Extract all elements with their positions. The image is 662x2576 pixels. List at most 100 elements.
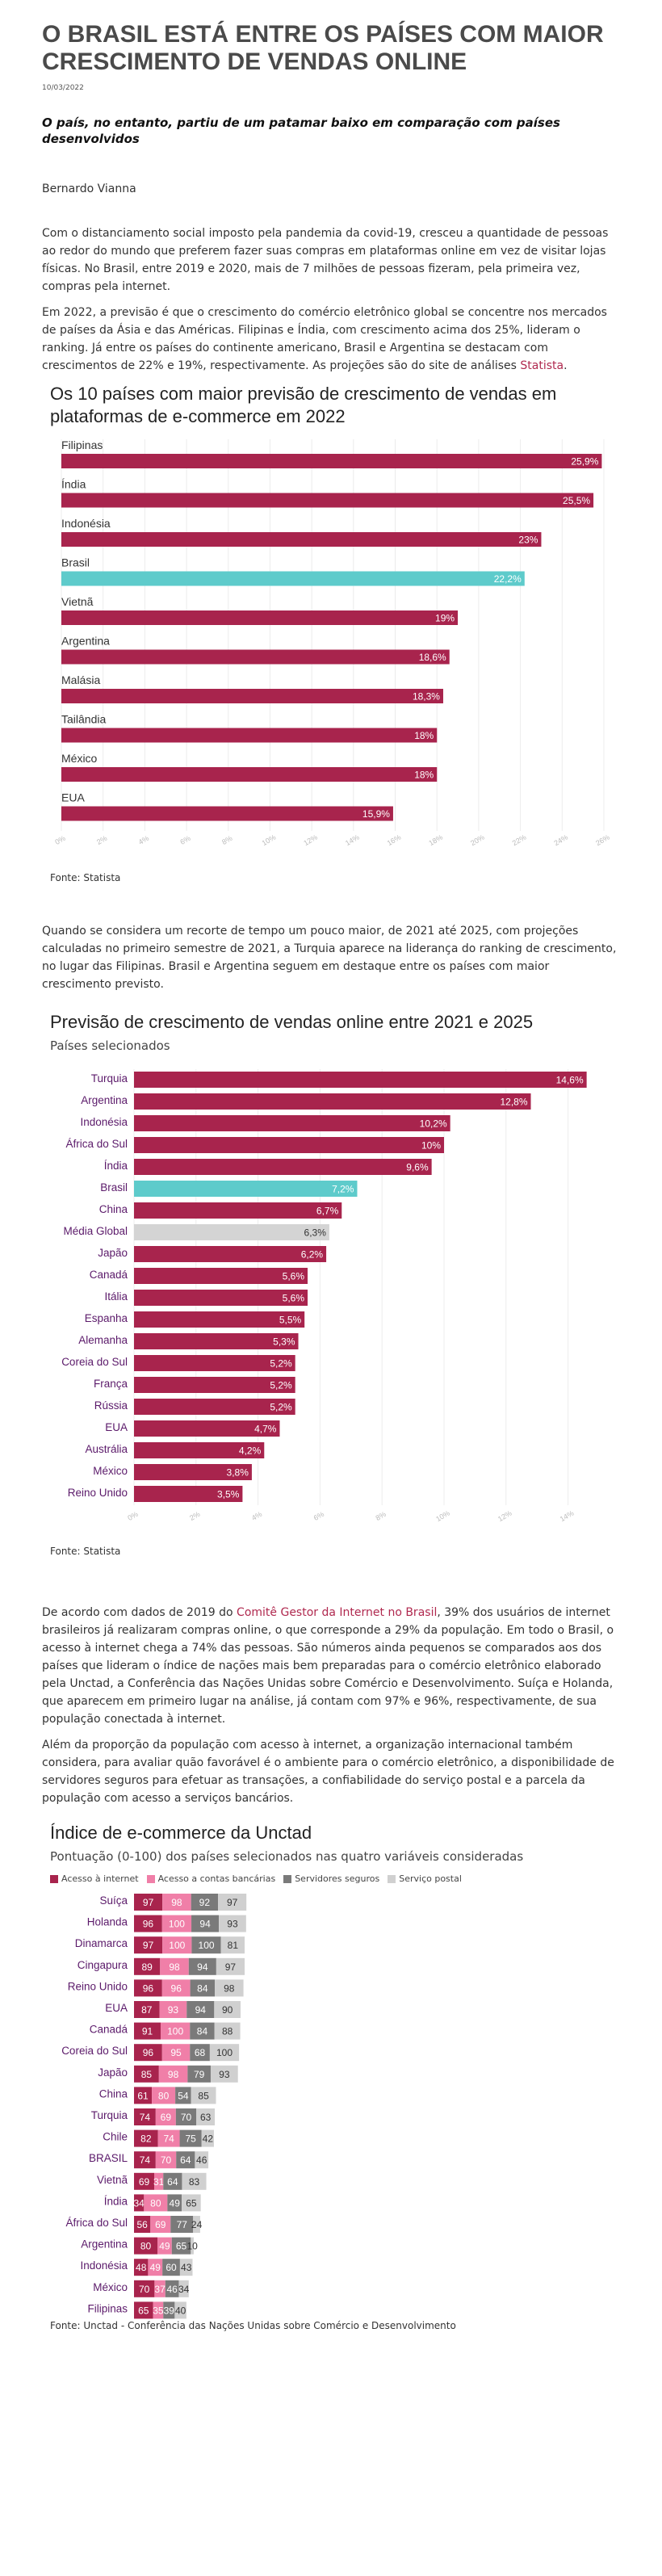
segment-value-label: 100: [169, 1919, 185, 1930]
x-tick-label: 6%: [178, 834, 191, 846]
stack-segment: [134, 2237, 157, 2255]
bar: [134, 1115, 450, 1131]
segment-value-label: 85: [198, 2090, 209, 2101]
stack-segment: [161, 1915, 192, 1932]
x-tick-label: 8%: [375, 1510, 388, 1522]
segment-value-label: 94: [195, 2004, 207, 2016]
segment-value-label: 69: [155, 2219, 166, 2230]
value-label: 6,7%: [316, 1206, 339, 1217]
stack-segment: [209, 2044, 240, 2062]
category-label: Turquia: [91, 2109, 128, 2121]
article-author: Bernardo Vianna: [42, 183, 136, 195]
stack-segment: [134, 2194, 145, 2212]
stack-segment: [161, 1979, 191, 1997]
chart-unctad-subtitle: Pontuação (0-100) dos países selecionado…: [50, 1849, 524, 1864]
stack-segment: [162, 1894, 191, 1911]
value-label: 5,2%: [270, 1402, 292, 1413]
category-label: Argentina: [61, 635, 110, 648]
value-label: 7,2%: [332, 1184, 354, 1195]
segment-value-label: 98: [171, 1897, 182, 1908]
chart-2022: Os 10 países com maior previsão de cresc…: [0, 383, 662, 883]
x-tick-label: 12%: [497, 1509, 513, 1524]
x-tick-label: 0%: [53, 834, 66, 846]
bar: [134, 1486, 243, 1502]
category-label: México: [93, 1465, 128, 1477]
stack-segment: [157, 2129, 180, 2147]
stack-segment: [159, 2001, 187, 2018]
article-header: O BRASIL ESTÁ ENTRE OS PAÍSES COM MAIOR …: [0, 0, 662, 195]
paragraph-2-text: Em 2022, a previsão é que o crescimento …: [42, 306, 607, 372]
segment-value-label: 90: [222, 2004, 233, 2016]
segment-value-label: 37: [154, 2284, 166, 2295]
segment-value-label: 60: [166, 2262, 177, 2273]
segment-value-label: 40: [175, 2305, 186, 2316]
value-label: 23%: [518, 535, 538, 546]
stack-segment: [155, 2151, 177, 2169]
x-tick-label: 14%: [344, 833, 361, 848]
bar: [134, 1464, 252, 1480]
stack-segment: [178, 2280, 189, 2297]
category-label: Austrália: [85, 1443, 128, 1455]
category-label: México: [61, 752, 98, 765]
bar: [61, 728, 438, 743]
legend-swatch-internet: [50, 1874, 58, 1883]
chart-2022-title: Os 10 países com maior previsão de cresc…: [50, 384, 557, 426]
segment-value-label: 97: [225, 1961, 237, 1973]
bar: [61, 532, 542, 547]
stack-segment: [190, 2044, 210, 2062]
value-label: 4,2%: [239, 1445, 262, 1457]
segment-value-label: 80: [158, 2090, 170, 2101]
category-label: Espanha: [85, 1312, 128, 1324]
category-label: Indonésia: [80, 2259, 128, 2272]
segment-value-label: 34: [133, 2197, 145, 2209]
segment-value-label: 97: [143, 1897, 154, 1908]
category-label: África do Sul: [65, 2217, 128, 2229]
segment-value-label: 89: [141, 1961, 153, 1973]
bar: [134, 1290, 308, 1306]
segment-value-label: 46: [166, 2284, 178, 2295]
chart-2021-2025-title: Previsão de crescimento de vendas online…: [50, 1012, 534, 1032]
segment-value-label: 48: [136, 2262, 147, 2273]
segment-value-label: 63: [200, 2112, 212, 2123]
value-label: 18%: [414, 730, 434, 741]
article-date: 10/03/2022: [42, 84, 84, 92]
category-label: Índia: [61, 478, 86, 491]
x-tick-label: 2%: [95, 834, 108, 846]
category-label: Índia: [104, 2195, 128, 2207]
value-label: 5,6%: [283, 1293, 305, 1304]
segment-value-label: 98: [168, 2069, 179, 2080]
segment-value-label: 96: [143, 1919, 154, 1930]
bar: [61, 689, 443, 703]
stack-segment: [134, 2065, 159, 2083]
statista-link[interactable]: Statista: [520, 359, 564, 372]
stack-segment: [175, 2108, 197, 2125]
segment-value-label: 80: [150, 2197, 161, 2209]
x-tick-label: 18%: [427, 833, 444, 848]
chart-unctad: Índice de e-commerce da Unctad Pontuação…: [0, 1822, 662, 2331]
stack-segment: [134, 1936, 163, 1954]
stack-segment: [193, 2216, 200, 2233]
paragraph-1: Com o distanciamento social imposto pela…: [42, 227, 609, 293]
segment-value-label: 49: [150, 2262, 161, 2273]
chart-2022-plot: 0% 2% 4% 6% 8% 10% 12% 14% 16% 18% 20% 22% 24% 26% Fil…: [53, 438, 611, 848]
x-tick-label: 26%: [594, 833, 611, 848]
value-label: 10,2%: [420, 1118, 447, 1130]
value-label: 3,8%: [227, 1467, 249, 1479]
category-label: Coreia do Sul: [61, 2045, 128, 2057]
cgi-link[interactable]: Comitê Gestor da Internet no Brasil: [237, 1606, 438, 1619]
segment-value-label: 65: [138, 2305, 149, 2316]
segment-value-label: 85: [141, 2069, 153, 2080]
stack-segment: [218, 1894, 247, 1911]
bar: [134, 1333, 299, 1349]
category-label: África do Sul: [65, 1138, 128, 1150]
category-label: Vietnã: [97, 2174, 128, 2186]
segment-value-label: 24: [191, 2219, 203, 2230]
chart-unctad-legend: Acesso à internet Acesso a contas bancár…: [50, 1873, 612, 1884]
paragraph-2-end: .: [564, 359, 568, 372]
segment-value-label: 61: [137, 2090, 149, 2101]
value-label: 5,5%: [279, 1315, 302, 1326]
category-label: Turquia: [91, 1072, 128, 1085]
chart-2022-source: Fonte: Statista: [50, 872, 121, 883]
value-label: 6,3%: [304, 1227, 327, 1239]
segment-value-label: 96: [171, 1982, 182, 1994]
